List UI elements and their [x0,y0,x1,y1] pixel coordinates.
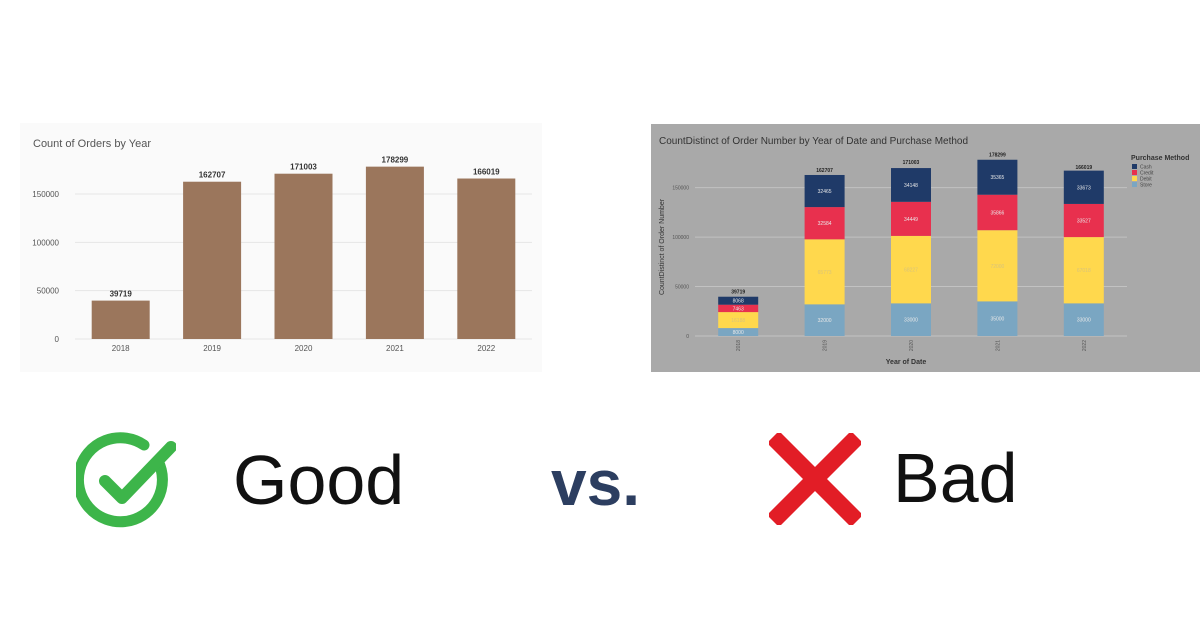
bad-segment-label: 65773 [818,270,832,276]
bad-y-tick-label: 0 [686,334,689,340]
good-chart-title: Count of Orders by Year [33,138,151,150]
bad-y-axis-label: CountDistinct of Order Number [659,198,666,295]
bad-stack-segment [891,303,931,336]
bad-x-axis-label: Year of Date [886,359,927,366]
bad-total-label: 39719 [731,290,745,296]
good-bar-chart: Count of Orders by Year 0 50000 100000 1500… [32,138,532,353]
legend-swatch [1132,182,1137,187]
bad-x-tick-label: 2021 [995,340,1001,351]
bad-segment-label: 8068 [733,299,744,305]
bad-segment-label: 32000 [818,318,832,324]
bad-segment-label: 72000 [990,264,1004,270]
legend-title: Purchase Method [1131,155,1189,162]
bad-x-tick-label: 2019 [823,340,829,351]
good-x-tick-label: 2018 [112,344,130,353]
bad-segment-label: 35365 [990,175,1004,181]
bad-total-label: 178299 [989,153,1006,159]
bad-stack-segment [891,201,931,236]
good-y-tick-label: 0 [55,335,60,344]
bad-segment-label: 67018 [1077,268,1091,274]
legend-swatch [1132,176,1137,181]
cross-icon [769,433,861,525]
bad-segment-label: 35866 [990,210,1004,216]
bad-segment-label: 33527 [1077,219,1091,225]
bad-segment-label: 8000 [733,330,744,336]
bad-stack-segment [977,301,1018,336]
legend-item-label: Credit [1140,171,1154,177]
bad-segment-label: 16188 [731,318,745,324]
bad-stack-segment [977,159,1018,195]
bad-stack-segment [1063,203,1104,238]
bad-x-tick-label: 2018 [736,340,742,351]
good-bar [457,178,516,339]
bad-segment-label: 68227 [904,268,918,274]
good-bar [365,166,424,339]
bad-label: Bad [893,439,1018,517]
good-chart-panel: Count of Orders by Year 0 50000 100000 1500… [20,123,542,372]
bad-y-tick-label: 100000 [672,235,689,241]
bad-segment-label: 32465 [818,189,832,195]
bad-chart-title: CountDistinct of Order Number by Year of… [659,136,968,147]
legend-swatch [1132,164,1137,169]
bad-segment-label: 34148 [904,183,918,189]
bad-stack-segment [891,168,931,202]
good-bar [274,173,333,339]
vs-label: vs. [551,447,640,519]
good-bar-value-label: 39719 [110,290,133,299]
good-bar-value-label: 171003 [290,163,317,172]
good-x-tick-label: 2021 [386,344,404,353]
bad-stack-segment [1063,237,1104,304]
bad-stacked-chart: CountDistinct of Order Number by Year of… [659,136,1189,366]
bad-segment-label: 33000 [1077,318,1091,324]
good-bar [91,300,150,339]
bad-stack-segment [977,230,1018,302]
legend-item-label: Cash [1140,165,1152,171]
good-label: Good [233,441,405,519]
bad-total-label: 171003 [903,160,920,166]
bad-stack-segment [977,194,1018,231]
bad-segment-label: 32584 [818,221,832,227]
bad-stack-segment [1063,170,1104,204]
bad-total-label: 166019 [1075,165,1092,171]
bad-y-tick-label: 50000 [675,285,689,291]
good-bar-value-label: 166019 [473,168,500,177]
good-y-tick-label: 150000 [32,190,59,199]
bad-x-tick-label: 2020 [909,340,915,351]
legend-swatch [1132,170,1137,175]
good-bar-value-label: 162707 [199,171,226,180]
bad-stack-segment [718,312,759,329]
bad-segment-label: 35000 [990,317,1004,323]
bad-segment-label: 33673 [1077,185,1091,191]
bad-stack-segment [804,239,845,305]
bad-stack-segment [1063,303,1104,336]
good-x-tick-label: 2020 [295,344,313,353]
legend-item-label: Debit [1140,177,1152,183]
bad-segment-label: 7463 [733,306,744,312]
bad-stack-segment [804,304,845,336]
bad-stack-segment [891,235,931,304]
legend-item-label: Store [1140,183,1152,189]
bad-stack-segment [804,174,845,208]
bad-chart-panel: CountDistinct of Order Number by Year of… [651,124,1200,372]
bad-x-tick-label: 2022 [1082,340,1088,351]
good-y-tick-label: 50000 [37,287,60,296]
good-x-tick-label: 2019 [203,344,221,353]
bad-segment-label: 33000 [904,318,918,324]
bad-stack-segment [718,328,759,336]
bad-stack-segment [718,304,759,313]
bad-segment-label: 34449 [904,217,918,223]
good-x-tick-label: 2022 [477,344,495,353]
good-y-tick-label: 100000 [32,238,59,247]
bad-total-label: 162707 [816,168,833,174]
bad-stack-segment [804,207,845,240]
good-bar-value-label: 178299 [382,156,409,165]
good-bar [183,181,242,339]
bad-stack-segment [718,296,759,305]
bad-y-tick-label: 150000 [672,186,689,192]
check-circle-icon [76,432,176,528]
